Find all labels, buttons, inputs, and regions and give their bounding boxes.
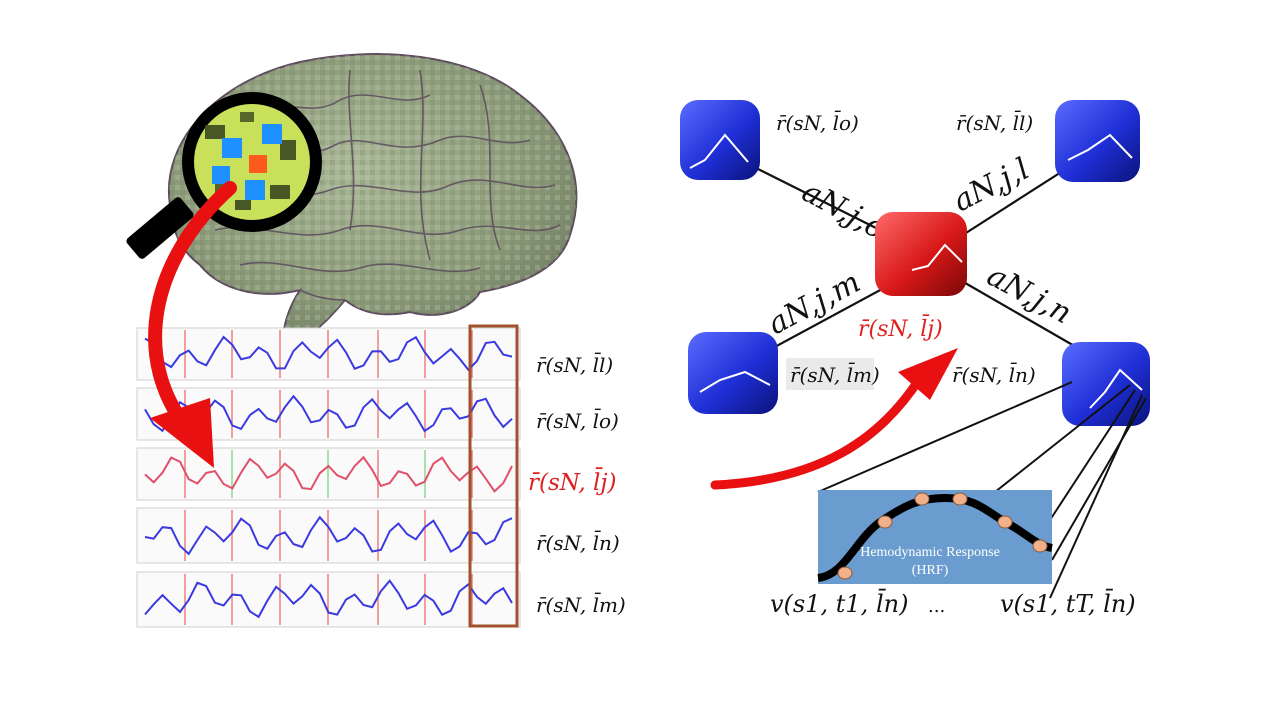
node-m <box>688 332 778 414</box>
node-label-l: r̄(sN, l̄l) <box>956 110 1033 135</box>
node-l <box>1055 100 1140 182</box>
trace-label-l: r̄(sN, l̄l) <box>536 352 613 377</box>
node-label-m-bg <box>786 358 874 390</box>
trace-wave <box>144 579 513 619</box>
hrf-title: Hemodynamic Response <box>860 545 1000 560</box>
edge-label-l: aN,j,l <box>948 152 1035 220</box>
trace-labels: r̄(sN, l̄l) r̄(sN, l̄o) r̄(sN, l̄j) r̄(s… <box>528 352 626 617</box>
zoom-lines <box>817 381 1147 599</box>
node-label-o: r̄(sN, l̄o) <box>776 110 859 135</box>
trace-wave <box>144 455 513 493</box>
trace-label-j: r̄(sN, l̄j) <box>528 468 617 496</box>
network-edges <box>739 159 1091 356</box>
trace-wave <box>144 515 513 556</box>
sample-ellipsis: ... <box>928 596 945 617</box>
sample-label-first: v(s1, t1, l̄n) <box>770 589 908 618</box>
node-n <box>1062 342 1150 426</box>
node-label-m: r̄(sN, l̄m) <box>790 362 880 387</box>
trace-wave <box>144 335 513 372</box>
edge-label-m: aN,j,m <box>762 265 866 342</box>
selection-arrow <box>148 181 237 468</box>
node-label-j: r̄(sN, l̄j) <box>858 314 943 342</box>
aggregation-arrow <box>710 348 958 490</box>
hrf-panel: Hemodynamic Response (HRF) <box>817 490 1053 584</box>
trace-label-m: r̄(sN, l̄m) <box>536 592 626 617</box>
trace-label-n: r̄(sN, l̄n) <box>536 530 620 555</box>
node-o <box>680 100 760 180</box>
trace-label-o: r̄(sN, l̄o) <box>536 408 619 433</box>
highlight-box <box>468 324 519 628</box>
trace-panel <box>136 324 521 628</box>
node-label-n: r̄(sN, l̄n) <box>952 362 1036 387</box>
sample-label-last: v(s1, tT, l̄n) <box>1000 589 1136 618</box>
hrf-subtitle: (HRF) <box>912 563 949 578</box>
node-j <box>875 212 967 296</box>
